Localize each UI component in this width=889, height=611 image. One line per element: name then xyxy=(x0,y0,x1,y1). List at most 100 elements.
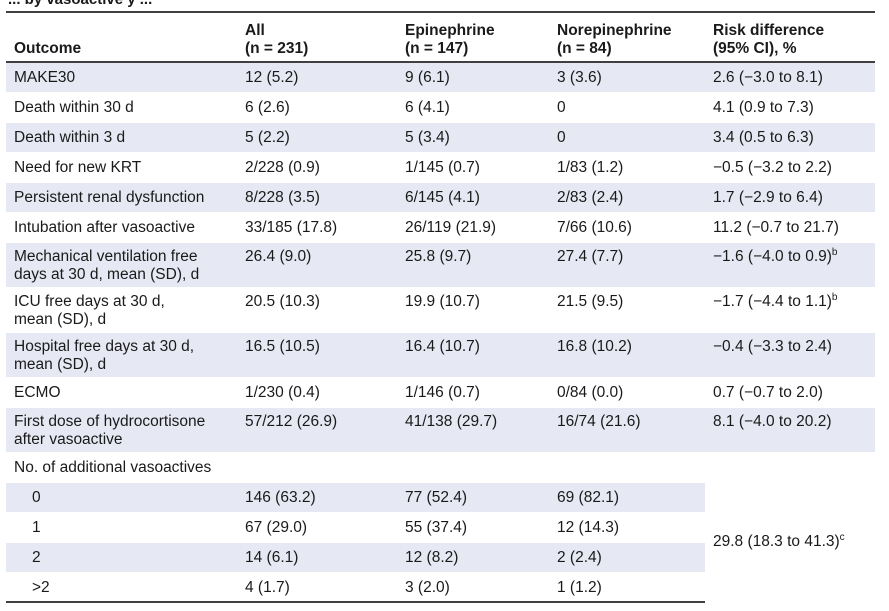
table-row: ICU free days at 30 d, mean (SD), d 20.5 (… xyxy=(6,287,875,332)
cell-level: 1 xyxy=(32,518,41,536)
cell-epinephrine: 1/146 (0.7) xyxy=(405,383,480,401)
cell-epinephrine: 55 (37.4) xyxy=(405,518,468,536)
cell-all: 2/228 (0.9) xyxy=(245,158,320,176)
table-row: MAKE30 12 (5.2) 9 (6.1) 3 (3.6) 2.6 (−3.0 to… xyxy=(6,62,875,92)
cell-outcome: First dose of hydrocortisone after vasoac… xyxy=(6,407,237,452)
cell-epinephrine: 77 (52.4) xyxy=(397,482,549,512)
cell-outcome: Intubation after vasoactive xyxy=(14,218,195,236)
table-row: ECMO 1/230 (0.4) 1/146 (0.7) 0/84 (0.0) 0.7 … xyxy=(6,377,875,407)
cell-epinephrine: 25.8 (9.7) xyxy=(397,242,549,287)
table-row: Mechanical ventilation free days at 30 d,… xyxy=(6,242,875,287)
cell-norepinephrine: 2/83 (2.4) xyxy=(549,182,705,212)
cell-outcome: Persistent renal dysfunction xyxy=(6,182,237,212)
header-norepinephrine: Norepinephrine (n = 84) xyxy=(549,11,705,63)
cell-outcome: MAKE30 xyxy=(6,62,237,92)
cell-epinephrine: 16.4 (10.7) xyxy=(397,332,549,377)
cell-norepinephrine: 12 (14.3) xyxy=(557,518,620,536)
cell-all: 57/212 (26.9) xyxy=(237,407,397,452)
footnote-marker: b xyxy=(831,291,838,303)
cell-risk-difference: 4.1 (0.9 to 7.3) xyxy=(713,98,814,116)
cell-all: 6 (2.6) xyxy=(245,98,290,116)
cell-outcome: ECMO xyxy=(14,383,61,401)
header-risk-difference: Risk difference (95% CI), % xyxy=(705,11,875,63)
cell-outcome: ICU free days at 30 d, mean (SD), d xyxy=(14,292,165,328)
cell-risk-difference: 11.2 (−0.7 to 21.7) xyxy=(713,218,839,236)
cell-norepinephrine: 1 (1.2) xyxy=(549,572,705,603)
cell-outcome: Mechanical ventilation free days at 30 d,… xyxy=(6,242,237,287)
cell-norepinephrine: 16.8 (10.2) xyxy=(549,332,705,377)
cell-epinephrine: 9 (6.1) xyxy=(397,62,549,92)
table-row: Death within 30 d 6 (2.6) 6 (4.1) 0 4.1 (0.9… xyxy=(6,92,875,122)
cell-epinephrine: 6 (4.1) xyxy=(405,98,450,116)
cell-epinephrine: 12 (8.2) xyxy=(397,542,549,572)
table-row: 0 146 (63.2) 77 (52.4) 69 (82.1) 29.8 (18.3 … xyxy=(6,482,875,602)
cell-norepinephrine: 3 (3.6) xyxy=(549,62,705,92)
cell-norepinephrine: 16/74 (21.6) xyxy=(549,407,705,452)
cell-norepinephrine: 1/83 (1.2) xyxy=(557,158,624,176)
cell-norepinephrine: 0 xyxy=(557,98,566,116)
cell-risk-difference: 8.1 (−4.0 to 20.2) xyxy=(705,407,875,452)
cell-epinephrine: 41/138 (29.7) xyxy=(397,407,549,452)
cell-all: 14 (6.1) xyxy=(237,542,397,572)
header-all: All (n = 231) xyxy=(237,11,397,63)
table-row-section: No. of additional vasoactives xyxy=(6,452,875,482)
cell-epinephrine: 26/119 (21.9) xyxy=(405,218,497,236)
cell-all: 146 (63.2) xyxy=(237,482,397,512)
cell-all: 8/228 (3.5) xyxy=(237,182,397,212)
header-epinephrine: Epinephrine (n = 147) xyxy=(397,11,549,63)
cell-norepinephrine: 27.4 (7.7) xyxy=(549,242,705,287)
cell-level: 0 xyxy=(6,482,237,512)
cell-norepinephrine: 7/66 (10.6) xyxy=(557,218,632,236)
header-row: Outcome All (n = 231) Epinephrine (n = 147… xyxy=(6,11,875,63)
cell-outcome: Need for new KRT xyxy=(14,158,142,176)
table-title-fragment: ... by vasoactive y ... xyxy=(8,0,152,8)
cell-risk-difference: −1.7 (−4.4 to 1.1)b xyxy=(713,291,838,310)
cell-risk-difference: −1.6 (−4.0 to 0.9)b xyxy=(705,242,875,287)
cell-all: 12 (5.2) xyxy=(237,62,397,92)
cell-all: 4 (1.7) xyxy=(237,572,397,603)
cell-norepinephrine: 69 (82.1) xyxy=(549,482,705,512)
cell-all: 26.4 (9.0) xyxy=(237,242,397,287)
cell-outcome: Hospital free days at 30 d, mean (SD), d xyxy=(6,332,237,377)
cell-level: >2 xyxy=(6,572,237,603)
cell-outcome: Death within 3 d xyxy=(6,122,237,152)
cell-level: 2 xyxy=(6,542,237,572)
cell-epinephrine: 19.9 (10.7) xyxy=(405,292,480,310)
cell-risk-difference: −0.4 (−3.3 to 2.4) xyxy=(705,332,875,377)
cell-all: 1/230 (0.4) xyxy=(245,383,320,401)
footnote-marker: b xyxy=(831,246,838,258)
cell-norepinephrine: 0 xyxy=(549,122,705,152)
table-row: >2 4 (1.7) 3 (2.0) 1 (1.2) xyxy=(6,572,875,603)
table-row: 2 14 (6.1) 12 (8.2) 2 (2.4) xyxy=(6,542,875,572)
table-row: Persistent renal dysfunction 8/228 (3.5) 6… xyxy=(6,182,875,212)
header-outcome: Outcome xyxy=(6,11,237,63)
cell-epinephrine: 5 (3.4) xyxy=(397,122,549,152)
cell-risk-difference: 0.7 (−0.7 to 2.0) xyxy=(713,383,823,401)
cell-risk-difference: 1.7 (−2.9 to 6.4) xyxy=(705,182,875,212)
cell-risk-difference: 29.8 (18.3 to 41.3)c xyxy=(705,482,875,602)
outcomes-table: Outcome All (n = 231) Epinephrine (n = 147… xyxy=(6,11,875,603)
cell-epinephrine: 3 (2.0) xyxy=(397,572,549,603)
cell-all: 67 (29.0) xyxy=(245,518,308,536)
cell-norepinephrine: 2 (2.4) xyxy=(549,542,705,572)
cell-outcome: Death within 30 d xyxy=(14,98,134,116)
cell-all: 16.5 (10.5) xyxy=(237,332,397,377)
cell-risk-difference: −0.5 (−3.2 to 2.2) xyxy=(713,158,832,176)
cell-all: 20.5 (10.3) xyxy=(245,292,320,310)
table-row: Need for new KRT 2/228 (0.9) 1/145 (0.7) 1/… xyxy=(6,152,875,182)
cell-epinephrine: 1/145 (0.7) xyxy=(405,158,480,176)
cell-norepinephrine: 21.5 (9.5) xyxy=(557,292,624,310)
table-row: 1 67 (29.0) 55 (37.4) 12 (14.3) xyxy=(6,512,875,542)
cell-norepinephrine: 0/84 (0.0) xyxy=(557,383,624,401)
cell-risk-difference: 3.4 (0.5 to 6.3) xyxy=(705,122,875,152)
cell-risk-difference: 2.6 (−3.0 to 8.1) xyxy=(705,62,875,92)
table-row: First dose of hydrocortisone after vasoac… xyxy=(6,407,875,452)
cell-epinephrine: 6/145 (4.1) xyxy=(397,182,549,212)
footnote-marker: c xyxy=(839,532,845,543)
cell-all: 5 (2.2) xyxy=(237,122,397,152)
table-row: Intubation after vasoactive 33/185 (17.8)… xyxy=(6,212,875,242)
cell-all: 33/185 (17.8) xyxy=(245,218,338,236)
cell-section-label: No. of additional vasoactives xyxy=(14,458,212,476)
